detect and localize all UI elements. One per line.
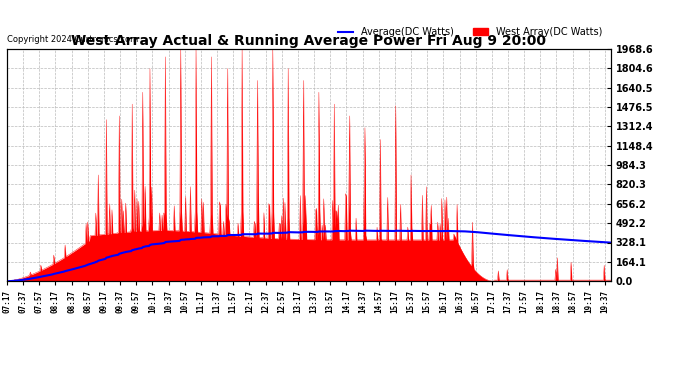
Text: Copyright 2024 Curtronics.com: Copyright 2024 Curtronics.com (7, 35, 138, 44)
Title: West Array Actual & Running Average Power Fri Aug 9 20:00: West Array Actual & Running Average Powe… (71, 34, 546, 48)
Legend: Average(DC Watts), West Array(DC Watts): Average(DC Watts), West Array(DC Watts) (335, 23, 606, 41)
